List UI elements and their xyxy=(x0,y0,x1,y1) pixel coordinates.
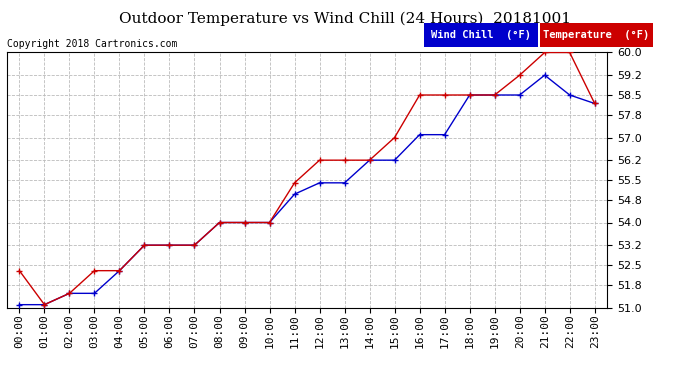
Text: Temperature  (°F): Temperature (°F) xyxy=(544,30,649,40)
Text: Outdoor Temperature vs Wind Chill (24 Hours)  20181001: Outdoor Temperature vs Wind Chill (24 Ho… xyxy=(119,11,571,26)
Text: Wind Chill  (°F): Wind Chill (°F) xyxy=(431,30,531,40)
Text: Copyright 2018 Cartronics.com: Copyright 2018 Cartronics.com xyxy=(7,39,177,50)
